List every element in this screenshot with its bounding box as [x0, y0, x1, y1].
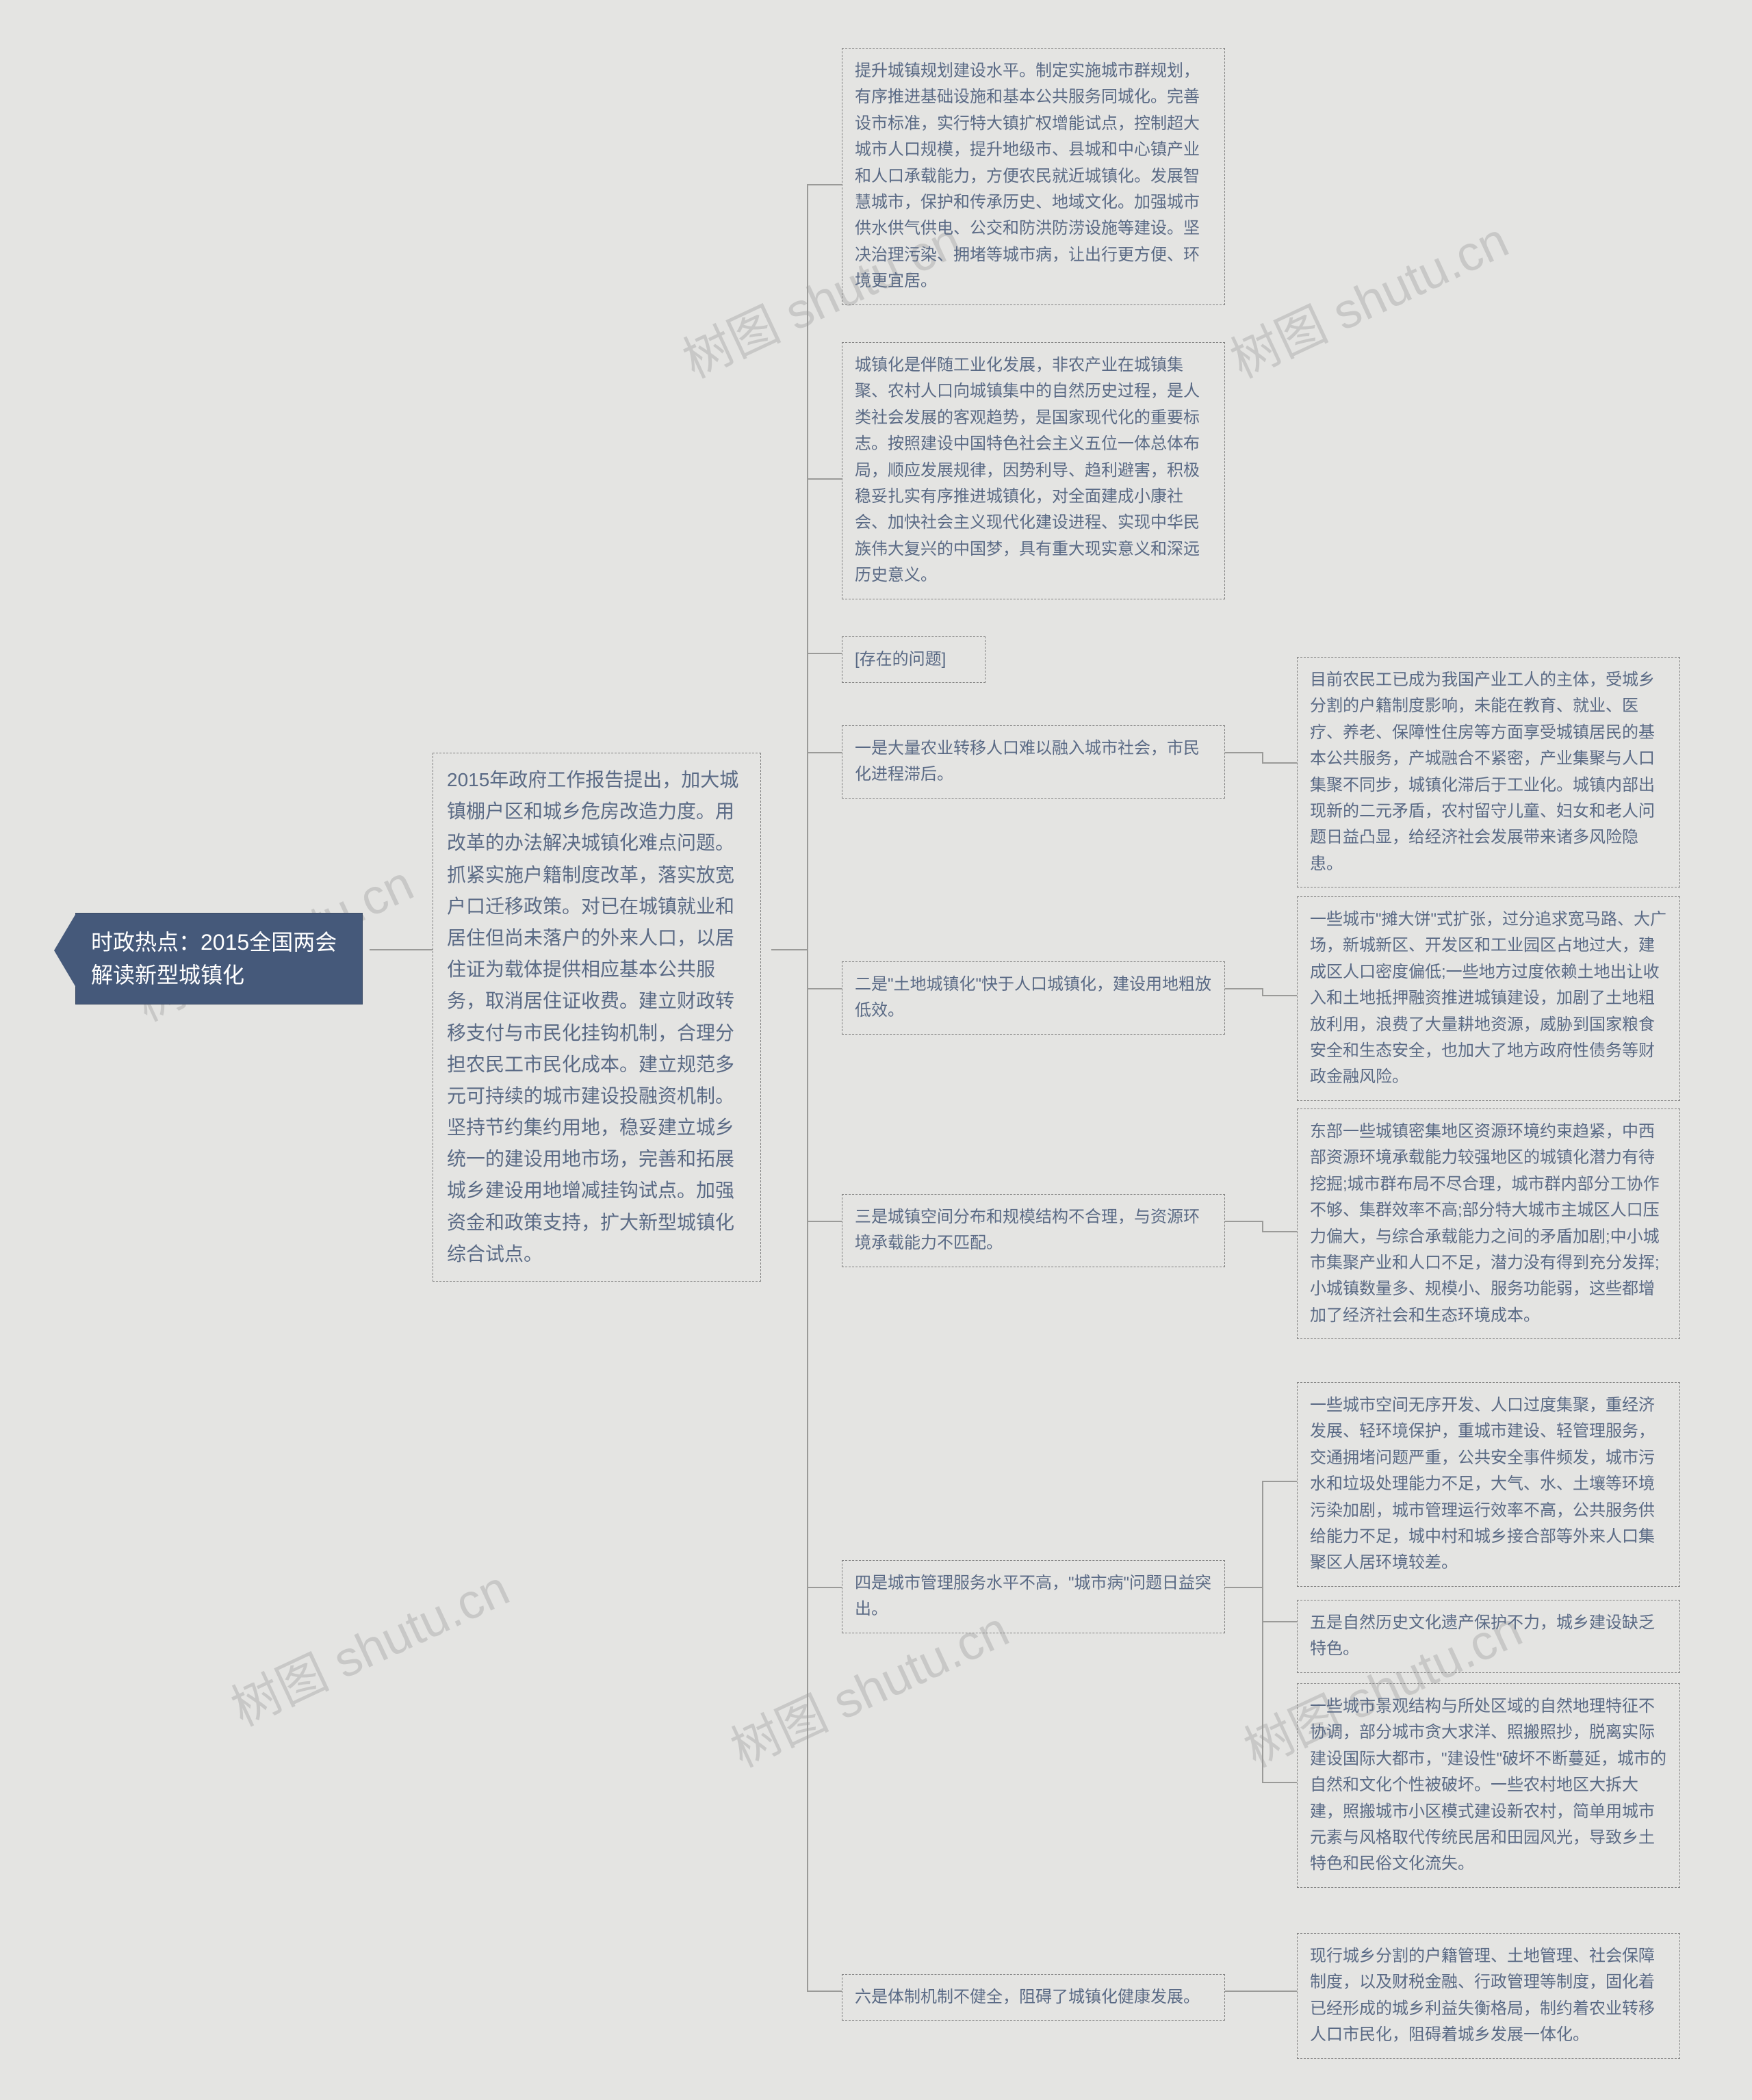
connector [808, 950, 842, 1991]
connector [1225, 753, 1297, 763]
mindmap-node[interactable]: 二是"土地城镇化"快于人口城镇化，建设用地粗放低效。 [842, 961, 1225, 1035]
node-text: [存在的问题] [855, 650, 946, 669]
root-label: 时政热点：2015全国两会解读新型城镇化 [91, 930, 337, 987]
mindmap-node[interactable]: 现行城乡分割的户籍管理、土地管理、社会保障制度，以及财税金融、行政管理等制度，固… [1297, 1933, 1680, 2059]
mindmap-node[interactable]: 一些城市"摊大饼"式扩张，过分追求宽马路、大广场，新城新区、开发区和工业园区占地… [1297, 896, 1680, 1101]
watermark: 树图 shutu.cn [1217, 200, 1518, 392]
mindmap-node[interactable]: 一些城市景观结构与所处区域的自然地理特征不协调，部分城市贪大求洋、照搬照抄，脱离… [1297, 1683, 1680, 1888]
node-text: 五是自然历史文化遗产保护不力，城乡建设缺乏特色。 [1310, 1613, 1655, 1658]
node-text: 东部一些城镇密集地区资源环境约束趋紧，中西部资源环境承载能力较强地区的城镇化潜力… [1310, 1122, 1660, 1325]
mindmap-node[interactable]: 三是城镇空间分布和规模结构不合理，与资源环境承载能力不匹配。 [842, 1194, 1225, 1267]
node-text: 一些城市"摊大饼"式扩张，过分追求宽马路、大广场，新城新区、开发区和工业园区占地… [1310, 910, 1666, 1086]
connector [808, 950, 842, 989]
node-text: 2015年政府工作报告提出，加大城镇棚户区和城乡危房改造力度。用改革的办法解决城… [447, 769, 738, 1265]
connector [1225, 989, 1297, 996]
mindmap-node[interactable]: [存在的问题] [842, 636, 985, 683]
connector [771, 185, 842, 950]
node-text: 目前农民工已成为我国产业工人的主体，受城乡分割的户籍制度影响，未能在教育、就业、… [1310, 671, 1655, 873]
connector [808, 653, 842, 950]
node-text: 提升城镇规划建设水平。制定实施城市群规划，有序推进基础设施和基本公共服务同城化。… [855, 62, 1200, 290]
node-text: 城镇化是伴随工业化发展，非农产业在城镇集聚、农村人口向城镇集中的自然历史过程，是… [855, 356, 1200, 584]
mindmap-node[interactable]: 六是体制机制不健全，阻碍了城镇化健康发展。 [842, 1974, 1225, 2021]
node-text: 一是大量农业转移人口难以融入城市社会，市民化进程滞后。 [855, 739, 1200, 783]
node-text: 六是体制机制不健全，阻碍了城镇化健康发展。 [855, 1988, 1200, 2006]
connector [808, 479, 842, 950]
connector [1225, 1481, 1297, 1587]
node-text: 现行城乡分割的户籍管理、土地管理、社会保障制度，以及财税金融、行政管理等制度，固… [1310, 1947, 1655, 2044]
watermark: 树图 shutu.cn [218, 1548, 519, 1740]
mindmap-node[interactable]: 四是城市管理服务水平不高，"城市病"问题日益突出。 [842, 1560, 1225, 1633]
mindmap-node[interactable]: 东部一些城镇密集地区资源环境约束趋紧，中西部资源环境承载能力较强地区的城镇化潜力… [1297, 1109, 1680, 1339]
node-text: 三是城镇空间分布和规模结构不合理，与资源环境承载能力不匹配。 [855, 1208, 1200, 1252]
mindmap-node[interactable]: 五是自然历史文化遗产保护不力，城乡建设缺乏特色。 [1297, 1600, 1680, 1673]
mindmap-node[interactable]: 城镇化是伴随工业化发展，非农产业在城镇集聚、农村人口向城镇集中的自然历史过程，是… [842, 342, 1225, 599]
mindmap-node[interactable]: 提升城镇规划建设水平。制定实施城市群规划，有序推进基础设施和基本公共服务同城化。… [842, 48, 1225, 305]
connector [1263, 1587, 1297, 1783]
mindmap-node-main[interactable]: 2015年政府工作报告提出，加大城镇棚户区和城乡危房改造力度。用改革的办法解决城… [433, 753, 761, 1282]
node-text: 一些城市景观结构与所处区域的自然地理特征不协调，部分城市贪大求洋、照搬照抄，脱离… [1310, 1697, 1666, 1873]
node-text: 一些城市空间无序开发、人口过度集聚，重经济发展、轻环境保护，重城市建设、轻管理服… [1310, 1396, 1655, 1572]
mindmap-root[interactable]: 时政热点：2015全国两会解读新型城镇化 [75, 913, 363, 1004]
connector [808, 753, 842, 950]
mindmap-node[interactable]: 一些城市空间无序开发、人口过度集聚，重经济发展、轻环境保护，重城市建设、轻管理服… [1297, 1382, 1680, 1587]
node-text: 四是城市管理服务水平不高，"城市病"问题日益突出。 [855, 1574, 1211, 1618]
connector [1225, 1221, 1297, 1232]
connector [808, 950, 842, 1587]
mindmap-node[interactable]: 目前农民工已成为我国产业工人的主体，受城乡分割的户籍制度影响，未能在教育、就业、… [1297, 657, 1680, 887]
node-text: 二是"土地城镇化"快于人口城镇化，建设用地粗放低效。 [855, 975, 1211, 1020]
connector [1263, 1587, 1297, 1622]
mindmap-node[interactable]: 一是大量农业转移人口难以融入城市社会，市民化进程滞后。 [842, 725, 1225, 799]
connector [808, 950, 842, 1221]
